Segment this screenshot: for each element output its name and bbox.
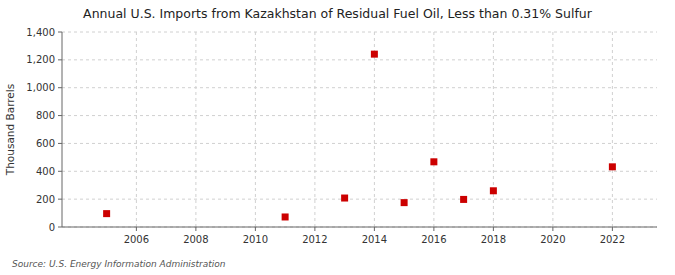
x-tick [314, 227, 315, 231]
point [401, 199, 408, 206]
x-tick-label: 2006 [124, 234, 149, 245]
point [103, 210, 110, 217]
y-tick-label: 600 [36, 138, 55, 149]
title: Annual U.S. Imports from Kazakhstan of R… [83, 6, 593, 21]
point [282, 213, 289, 220]
x-tick [433, 227, 434, 231]
x-tick-label: 2016 [421, 234, 446, 245]
x-tick-label: 2008 [183, 234, 208, 245]
y-tick [58, 199, 62, 200]
y-axis-label: Thousand Barrels [4, 84, 16, 176]
y-grid-line [62, 227, 657, 228]
x-grid-line [195, 32, 196, 227]
y-grid-line [62, 199, 657, 200]
y-grid-line [62, 171, 657, 172]
grid [62, 32, 657, 227]
x-tick [255, 227, 256, 231]
y-tick-label: 800 [36, 110, 55, 121]
y-tick [58, 171, 62, 172]
x-tick-label: 2020 [540, 234, 565, 245]
point [430, 158, 437, 165]
x-grid-line [433, 32, 434, 227]
y-tick-label: 0 [49, 222, 55, 233]
source-note: Source: U.S. Energy Information Administ… [12, 259, 226, 269]
y-tick-label: 1,400 [26, 27, 55, 38]
y-tick-label: 1,200 [26, 54, 55, 65]
x-tick-label: 2014 [362, 234, 387, 245]
x-grid-line [612, 32, 613, 227]
y-tick-label: 200 [36, 194, 55, 205]
x-tick-label: 2010 [243, 234, 268, 245]
x-tick [552, 227, 553, 231]
point [609, 163, 616, 170]
y-tick [58, 115, 62, 116]
chart-container: Annual U.S. Imports from Kazakhstan of R… [0, 0, 675, 275]
point [460, 196, 467, 203]
y-axis-line [62, 32, 63, 227]
x-grid-line [255, 32, 256, 227]
y-tick [58, 143, 62, 144]
x-tick [195, 227, 196, 231]
y-grid-line [62, 143, 657, 144]
x-tick-label: 2022 [600, 234, 625, 245]
y-tick [58, 87, 62, 88]
x-grid-line [493, 32, 494, 227]
y-tick-label: 1,000 [26, 82, 55, 93]
x-tick [493, 227, 494, 231]
y-tick [58, 227, 62, 228]
points [103, 51, 616, 221]
y-tick-label: 400 [36, 166, 55, 177]
x-tick [136, 227, 137, 231]
x-grid-line [136, 32, 137, 227]
x-tick [374, 227, 375, 231]
x-tick-label: 2012 [302, 234, 327, 245]
y-grid-line [62, 115, 657, 116]
x-tick-label: 2018 [481, 234, 506, 245]
x-grid-line [552, 32, 553, 227]
x-tick [612, 227, 613, 231]
y-grid-line [62, 59, 657, 60]
y-tick [58, 59, 62, 60]
x-axis-line [62, 227, 657, 228]
chart-svg: Annual U.S. Imports from Kazakhstan of R… [0, 0, 675, 275]
axes: 0 200 400 600 800 1,000 1,200 1,400 2006 2008 2010… [26, 27, 657, 246]
y-tick [58, 32, 62, 33]
x-grid-line [314, 32, 315, 227]
x-grid-line [374, 32, 375, 227]
y-grid-line [62, 32, 657, 33]
point [490, 187, 497, 194]
point [341, 195, 348, 202]
point [371, 51, 378, 58]
y-grid-line [62, 87, 657, 88]
